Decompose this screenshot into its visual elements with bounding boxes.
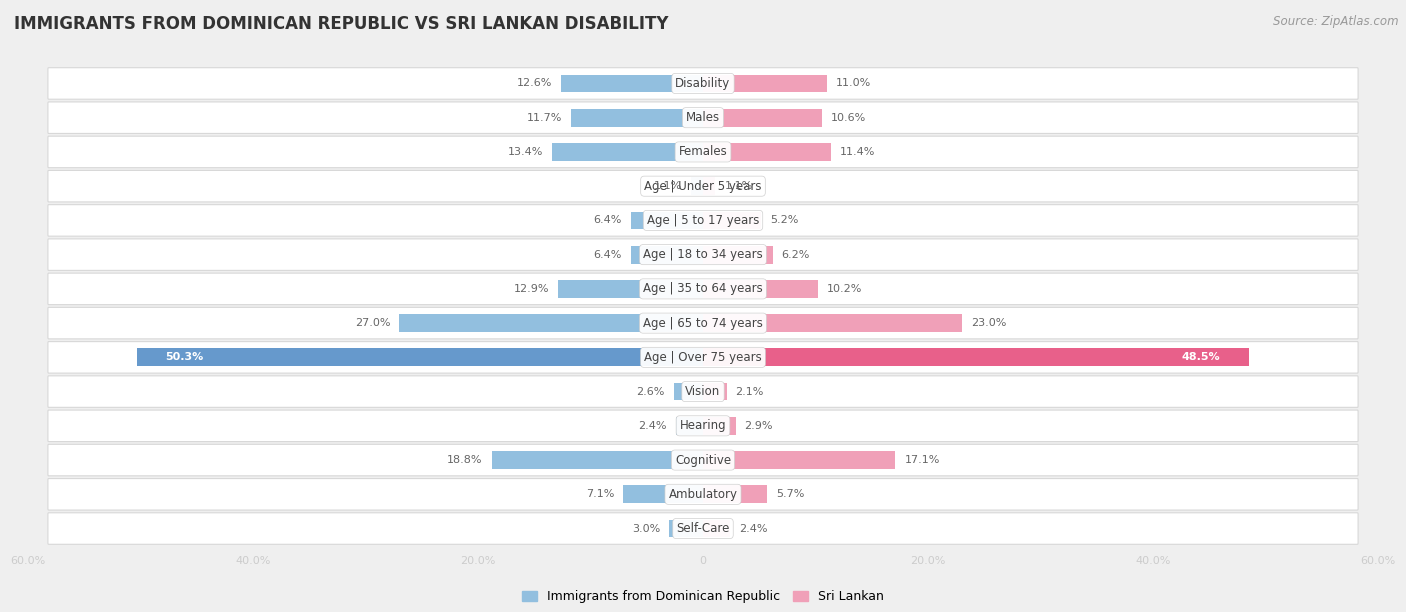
FancyBboxPatch shape (48, 136, 1358, 168)
Text: Age | 5 to 17 years: Age | 5 to 17 years (647, 214, 759, 227)
Text: 6.2%: 6.2% (782, 250, 810, 259)
Text: 27.0%: 27.0% (354, 318, 391, 328)
Bar (703, 520, 730, 537)
Text: 7.1%: 7.1% (586, 490, 614, 499)
Text: 50.3%: 50.3% (166, 353, 204, 362)
Bar (492, 451, 703, 469)
Text: 17.1%: 17.1% (904, 455, 939, 465)
Text: Females: Females (679, 146, 727, 159)
Text: 6.4%: 6.4% (593, 250, 621, 259)
FancyBboxPatch shape (48, 376, 1358, 408)
Text: 2.6%: 2.6% (637, 387, 665, 397)
Bar (676, 417, 703, 435)
Text: 12.6%: 12.6% (517, 78, 553, 89)
Bar (558, 280, 703, 298)
Text: 1.1%: 1.1% (654, 181, 682, 191)
Bar (623, 485, 703, 503)
Text: 2.9%: 2.9% (745, 421, 773, 431)
Text: 5.2%: 5.2% (770, 215, 799, 225)
Bar (703, 143, 831, 161)
Text: Ambulatory: Ambulatory (668, 488, 738, 501)
FancyBboxPatch shape (48, 479, 1358, 510)
Text: Self-Care: Self-Care (676, 522, 730, 535)
FancyBboxPatch shape (48, 204, 1358, 236)
Text: 18.8%: 18.8% (447, 455, 482, 465)
Text: Males: Males (686, 111, 720, 124)
Bar (673, 382, 703, 400)
Text: Age | 65 to 74 years: Age | 65 to 74 years (643, 316, 763, 330)
Bar (138, 348, 703, 366)
Text: Age | 18 to 34 years: Age | 18 to 34 years (643, 248, 763, 261)
Bar (703, 314, 962, 332)
Bar (631, 212, 703, 230)
Bar (703, 109, 823, 127)
FancyBboxPatch shape (48, 273, 1358, 305)
Bar (703, 417, 735, 435)
Text: Cognitive: Cognitive (675, 453, 731, 466)
Bar (703, 485, 768, 503)
Text: IMMIGRANTS FROM DOMINICAN REPUBLIC VS SRI LANKAN DISABILITY: IMMIGRANTS FROM DOMINICAN REPUBLIC VS SR… (14, 15, 669, 33)
Bar (690, 177, 703, 195)
Bar (703, 348, 1249, 366)
Text: 10.2%: 10.2% (827, 284, 862, 294)
Bar (399, 314, 703, 332)
Bar (669, 520, 703, 537)
FancyBboxPatch shape (48, 513, 1358, 544)
Text: 23.0%: 23.0% (970, 318, 1007, 328)
Text: 13.4%: 13.4% (508, 147, 543, 157)
Text: 1.1%: 1.1% (724, 181, 752, 191)
Legend: Immigrants from Dominican Republic, Sri Lankan: Immigrants from Dominican Republic, Sri … (517, 585, 889, 608)
Text: 3.0%: 3.0% (633, 523, 661, 534)
Bar (561, 75, 703, 92)
Text: Source: ZipAtlas.com: Source: ZipAtlas.com (1274, 15, 1399, 28)
Bar (703, 451, 896, 469)
FancyBboxPatch shape (48, 170, 1358, 202)
FancyBboxPatch shape (48, 341, 1358, 373)
Text: 11.4%: 11.4% (841, 147, 876, 157)
Text: 48.5%: 48.5% (1182, 353, 1220, 362)
Text: Age | Under 5 years: Age | Under 5 years (644, 180, 762, 193)
Bar (571, 109, 703, 127)
Text: Age | Over 75 years: Age | Over 75 years (644, 351, 762, 364)
Text: 11.0%: 11.0% (835, 78, 870, 89)
Text: 6.4%: 6.4% (593, 215, 621, 225)
Bar (703, 280, 818, 298)
Bar (703, 382, 727, 400)
FancyBboxPatch shape (48, 444, 1358, 476)
Text: Disability: Disability (675, 77, 731, 90)
Text: 2.1%: 2.1% (735, 387, 763, 397)
Bar (631, 246, 703, 264)
Text: 2.4%: 2.4% (638, 421, 666, 431)
FancyBboxPatch shape (48, 307, 1358, 339)
FancyBboxPatch shape (48, 239, 1358, 271)
Bar (703, 212, 762, 230)
Bar (703, 246, 773, 264)
FancyBboxPatch shape (48, 410, 1358, 442)
Text: Age | 35 to 64 years: Age | 35 to 64 years (643, 282, 763, 296)
Text: 2.4%: 2.4% (740, 523, 768, 534)
Bar (553, 143, 703, 161)
Text: 11.7%: 11.7% (527, 113, 562, 122)
Bar (703, 75, 827, 92)
FancyBboxPatch shape (48, 68, 1358, 99)
FancyBboxPatch shape (48, 102, 1358, 133)
Bar (703, 177, 716, 195)
Text: 12.9%: 12.9% (513, 284, 548, 294)
Text: Hearing: Hearing (679, 419, 727, 432)
Text: 10.6%: 10.6% (831, 113, 866, 122)
Text: Vision: Vision (685, 385, 721, 398)
Text: 5.7%: 5.7% (776, 490, 804, 499)
